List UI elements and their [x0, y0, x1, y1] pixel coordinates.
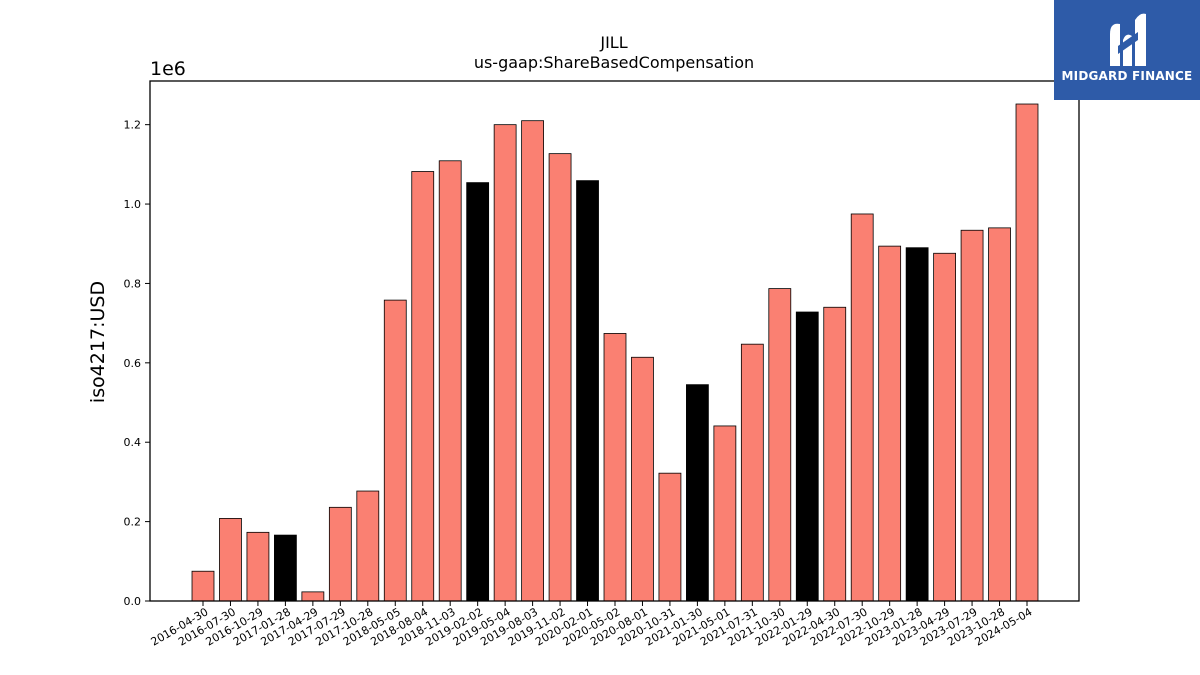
y-tick-label: 0.6: [124, 357, 142, 370]
bar-2019-11-02: [548, 153, 572, 602]
brand-mark-icon: [1110, 13, 1146, 67]
bar-2017-01-28: [274, 534, 297, 602]
bar-2024-05-04: [1015, 103, 1039, 602]
bar-2023-01-28: [905, 247, 929, 602]
bar-2019-05-04: [493, 124, 517, 602]
bar-2021-07-31: [740, 343, 764, 602]
chart-title: JILL: [599, 33, 627, 52]
y-multiplier-label: 1e6: [150, 58, 186, 80]
bar-2022-07-30: [850, 213, 874, 602]
bar-2021-05-01: [713, 425, 737, 602]
bar-2021-10-30: [768, 288, 792, 602]
y-tick-label: 1.0: [124, 198, 142, 211]
bar-2023-07-29: [960, 229, 984, 602]
bar-2022-10-29: [878, 245, 902, 602]
y-tick-label: 0.0: [124, 595, 142, 608]
bar-2020-05-02: [603, 333, 627, 602]
bar-2016-10-29: [246, 531, 270, 602]
y-tick-label: 0.8: [124, 277, 142, 290]
bar-2018-05-05: [383, 299, 407, 602]
chart-subtitle: us-gaap:ShareBasedCompensation: [474, 53, 754, 72]
brand-logo: MIDGARD FINANCE: [1054, 0, 1200, 100]
bar-2017-07-29: [328, 506, 352, 602]
bar-2020-08-01: [631, 356, 654, 602]
bar-2022-01-29: [795, 311, 819, 602]
bar-2018-11-03: [438, 160, 462, 602]
bar-2023-10-28: [988, 227, 1011, 602]
bar-2022-04-30: [823, 306, 847, 602]
bar-2018-08-04: [411, 171, 435, 602]
bar-2019-08-03: [521, 120, 544, 602]
y-tick-label: 1.2: [124, 119, 142, 132]
y-tick-label: 0.2: [124, 516, 142, 529]
bar-2016-04-30: [191, 570, 215, 602]
bar-2019-02-02: [466, 182, 490, 602]
bars-group: [191, 103, 1039, 602]
y-ticks-group: 0.0 0.2 0.4 0.6 0.8 1.0 1.2: [124, 119, 150, 608]
bar-2020-02-01: [576, 180, 599, 602]
x-ticks-group: 2016-04-302016-07-302016-10-292017-01-28…: [149, 601, 1035, 649]
plot-frame: [149, 80, 1080, 602]
bar-2021-01-30: [686, 384, 709, 602]
y-axis-label: iso4217:USD: [87, 281, 109, 403]
bar-2016-07-30: [219, 518, 242, 602]
y-tick-label: 0.4: [124, 436, 142, 449]
bar-2017-10-28: [356, 490, 380, 602]
bar-2023-04-29: [933, 252, 956, 602]
bar-2017-04-29: [301, 591, 325, 602]
bar-2020-10-31: [658, 472, 682, 602]
brand-name: MIDGARD FINANCE: [1061, 69, 1193, 83]
